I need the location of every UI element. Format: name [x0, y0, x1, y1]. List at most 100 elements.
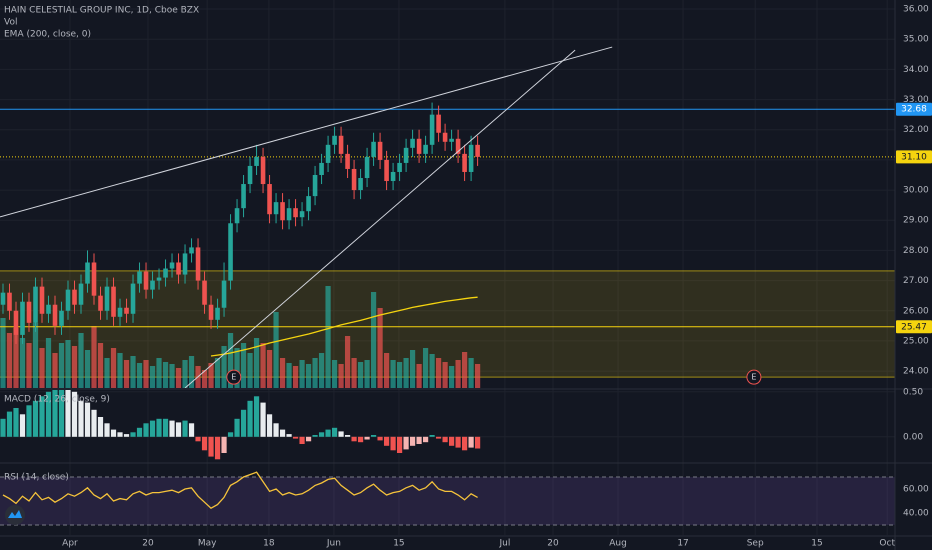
macd-bar: [422, 436, 429, 443]
x-tick-label: 18: [263, 539, 275, 549]
y-tick-label: 30.00: [903, 186, 929, 196]
earnings-label: E: [231, 373, 236, 382]
macd-bar: [468, 436, 474, 448]
volume-bar: [123, 360, 130, 388]
volume-bar: [429, 354, 435, 388]
macd-bar: [162, 418, 169, 437]
y-tick-label: 24.00: [903, 367, 929, 377]
x-tick-label: 20: [142, 539, 154, 549]
macd-bar: [409, 436, 416, 446]
price-zone: [0, 270, 895, 378]
macd-bar: [253, 396, 260, 437]
candle-body: [33, 286, 38, 323]
volume-bar: [45, 338, 52, 388]
candle-body: [260, 156, 266, 185]
volume-bar: [325, 286, 331, 388]
volume-bar: [32, 323, 39, 388]
macd-bar: [429, 435, 435, 437]
candle-body: [169, 262, 175, 269]
volume-bar: [6, 333, 13, 388]
candle-body: [91, 262, 97, 296]
candle-body: [0, 292, 6, 305]
candle-body: [280, 202, 285, 221]
candle-body: [351, 168, 357, 191]
candle-body: [111, 286, 116, 317]
volume-bar: [448, 366, 455, 388]
macd-bar: [32, 400, 39, 437]
macd-bar: [149, 420, 156, 437]
price-label: 32.68: [901, 105, 927, 115]
candle-body: [390, 171, 396, 182]
macd-bar: [312, 435, 318, 437]
volume-bar: [260, 343, 266, 388]
macd-bar: [130, 432, 136, 437]
macd-bar: [448, 436, 455, 446]
volume-bar: [13, 328, 19, 388]
candle-body: [7, 292, 12, 311]
y-tick-label: 35.00: [903, 35, 929, 45]
x-tick-label: Apr: [62, 539, 78, 549]
volume-bar: [84, 350, 91, 388]
macd-bar: [71, 391, 78, 437]
candle-body: [143, 271, 149, 290]
candle-body: [273, 202, 279, 215]
volume-bar: [442, 362, 448, 388]
macd-bar: [45, 391, 52, 437]
candle-body: [46, 304, 51, 314]
candle-body: [397, 162, 402, 172]
candle-body: [306, 196, 311, 212]
volume-bar: [364, 360, 370, 388]
macd-bar: [286, 434, 292, 437]
volume-bar: [383, 353, 390, 388]
macd-bar: [403, 436, 409, 450]
y-tick-label: 28.00: [903, 246, 929, 256]
candle-body: [286, 208, 292, 221]
volume-bar: [331, 360, 338, 388]
candle-body: [436, 114, 441, 133]
macd-bar: [58, 390, 65, 437]
volume-bar: [97, 343, 104, 388]
candle-body: [215, 307, 220, 320]
macd-bar: [0, 418, 6, 437]
y-tick-label: 29.00: [903, 216, 929, 226]
price-label: 25.47: [901, 322, 927, 332]
macd-bar: [260, 402, 266, 437]
y-tick-label: 25.00: [903, 336, 929, 346]
volume-bar: [286, 363, 292, 388]
macd-bar: [370, 435, 377, 437]
price-label-bg: [896, 150, 932, 164]
price-label: 31.10: [901, 152, 927, 162]
volume-bar: [39, 348, 45, 388]
candle-body: [299, 211, 305, 218]
candle-body: [20, 301, 25, 335]
volume-bar: [143, 360, 149, 388]
candle-body: [403, 147, 409, 163]
volume-bar: [162, 362, 169, 388]
x-tick-label: Sep: [747, 539, 764, 549]
candle-body: [130, 283, 136, 314]
macd-bar: [117, 432, 123, 437]
volume-bar: [422, 348, 429, 388]
volume-bar: [312, 358, 318, 388]
macd-bar: [156, 418, 162, 437]
macd-bar: [364, 436, 370, 440]
macd-bar: [234, 418, 240, 437]
candle-body: [117, 307, 123, 317]
macd-bar: [266, 414, 273, 437]
volume-bar: [344, 336, 351, 388]
candle-body: [377, 141, 383, 160]
x-tick-label: 17: [677, 539, 688, 549]
macd-bar: [221, 436, 227, 453]
candle-body: [247, 165, 253, 185]
candle-body: [72, 289, 77, 305]
macd-bar: [39, 396, 45, 437]
candle-body: [468, 144, 474, 172]
macd-bar: [188, 423, 195, 437]
macd-bar: [442, 436, 448, 443]
macd-bar: [377, 436, 383, 441]
volume-bar: [188, 356, 195, 388]
volume-bar: [338, 364, 344, 388]
macd-bar: [416, 436, 422, 444]
